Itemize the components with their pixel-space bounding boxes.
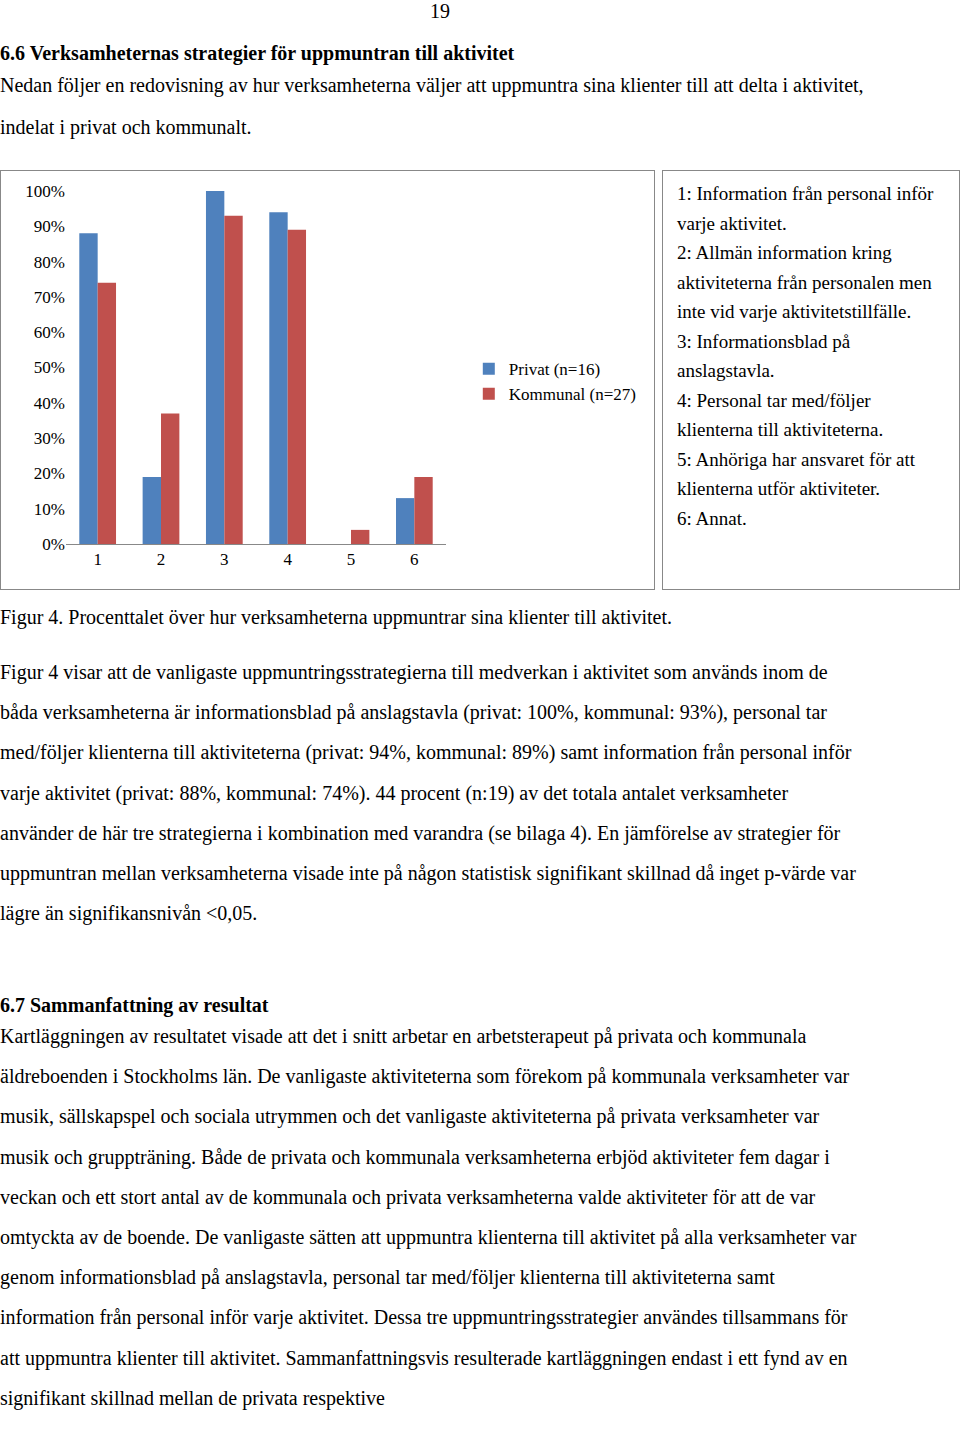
svg-text:80%: 80% <box>34 253 65 272</box>
svg-text:90%: 90% <box>34 217 65 236</box>
svg-text:60%: 60% <box>34 323 65 342</box>
html-text:6.7 Sammanfattning av resultat: 6.7 Sammanfattning av resultat <box>0 994 269 1016</box>
html-text:Nedan följer en redovisning av: Nedan följer en redovisning av hur verks… <box>0 74 864 138</box>
html-text:Kartläggningen av resultatet v: Kartläggningen av resultatet visade att … <box>0 1025 857 1409</box>
html-text:6: Annat.: 6: Annat. <box>677 507 747 529</box>
svg-text:10%: 10% <box>34 500 65 519</box>
svg-text:50%: 50% <box>34 358 65 377</box>
svg-text:70%: 70% <box>34 288 65 307</box>
svg-text:30%: 30% <box>34 429 65 448</box>
html-text:3: Informationsblad på anslags: 3: Informationsblad på anslagstavla. <box>677 330 851 381</box>
svg-text:3: 3 <box>220 550 229 569</box>
svg-text:20%: 20% <box>34 464 65 483</box>
svg-text:0%: 0% <box>42 535 65 554</box>
html-text:Figur 4 visar att de vanligast: Figur 4 visar att de vanligaste uppmuntr… <box>0 661 856 925</box>
svg-text:Privat (n=16): Privat (n=16) <box>509 360 600 379</box>
svg-text:5: 5 <box>347 550 356 569</box>
html-text:2: Allmän information kring ak: 2: Allmän information kring aktivitetern… <box>677 242 932 322</box>
svg-text:6: 6 <box>410 550 419 569</box>
html-text:Figur 4. Procenttalet över hur: Figur 4. Procenttalet över hur verksamhe… <box>0 606 672 628</box>
html-text:4: Personal tar med/följer kli: 4: Personal tar med/följer klienterna ti… <box>677 389 884 440</box>
svg-text:4: 4 <box>283 550 292 569</box>
svg-text:100%: 100% <box>25 182 65 201</box>
svg-text:1: 1 <box>93 550 102 569</box>
svg-text:40%: 40% <box>34 394 65 413</box>
html-text:5: Anhöriga har ansvaret för a: 5: Anhöriga har ansvaret för att kliente… <box>677 448 915 499</box>
html-text:1: Information från personal i: 1: Information från personal inför varje… <box>677 183 934 234</box>
svg-text:2: 2 <box>157 550 166 569</box>
html-text:6.6 Verksamheternas strategier: 6.6 Verksamheternas strategier för uppmu… <box>0 42 515 64</box>
html-text:19: 19 <box>430 0 450 22</box>
svg-text:Kommunal (n=27): Kommunal (n=27) <box>509 385 636 404</box>
